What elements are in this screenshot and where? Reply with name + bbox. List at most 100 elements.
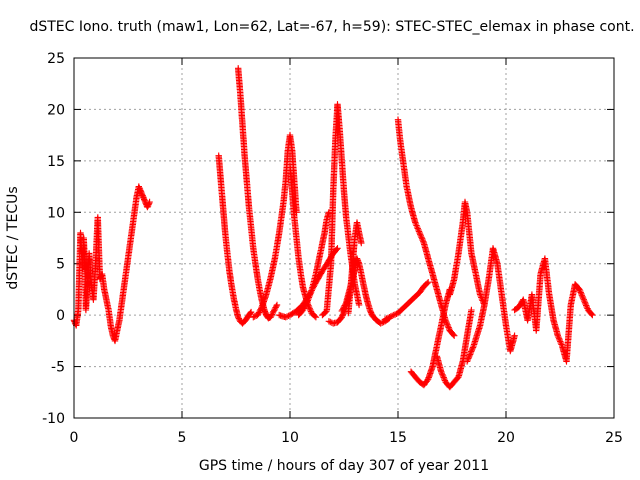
- data-point: [271, 305, 279, 313]
- data-point: [339, 306, 346, 313]
- plot-frame: [73, 57, 615, 419]
- data-point: [554, 332, 561, 339]
- data-point: [557, 339, 565, 347]
- data-point: [450, 331, 457, 338]
- x-tick-label: 25: [605, 430, 623, 446]
- series-10: [338, 255, 393, 327]
- data-point: [557, 338, 564, 345]
- data-point: [442, 318, 450, 325]
- data-point: [441, 375, 448, 383]
- data-point: [439, 372, 447, 380]
- data-point: [476, 291, 484, 298]
- data-point: [419, 237, 426, 244]
- data-point: [391, 311, 399, 318]
- x-tick-label: 20: [497, 430, 515, 446]
- data-point: [463, 358, 471, 365]
- data-point: [468, 347, 475, 354]
- data-point: [267, 314, 274, 321]
- data-point: [444, 323, 452, 330]
- data-point: [588, 310, 595, 318]
- data-point: [381, 316, 389, 323]
- data-point: [440, 374, 447, 381]
- data-point: [417, 232, 424, 239]
- series-1: [70, 183, 153, 345]
- series-18: [511, 255, 596, 365]
- data-point: [576, 287, 584, 295]
- data-point: [386, 314, 393, 321]
- data-point: [250, 314, 257, 321]
- data-point: [255, 309, 263, 316]
- y-tick-label: -5: [51, 360, 65, 376]
- data-point: [342, 301, 349, 308]
- data-point: [306, 292, 313, 300]
- data-point: [414, 225, 421, 232]
- data-point: [307, 290, 314, 297]
- data-point: [468, 348, 475, 355]
- data-point: [469, 345, 476, 352]
- data-point: [581, 299, 589, 306]
- y-tick-label: 10: [47, 205, 65, 221]
- data-point: [235, 314, 242, 321]
- data-point: [377, 320, 384, 327]
- data-point: [268, 312, 275, 319]
- data-point: [577, 289, 584, 296]
- data-point: [469, 344, 477, 351]
- data-point: [379, 319, 386, 326]
- data-point: [413, 223, 421, 231]
- data-point: [424, 280, 431, 287]
- data-point: [581, 298, 588, 305]
- data-point: [412, 219, 419, 226]
- series-3: [235, 65, 281, 322]
- data-point: [425, 279, 432, 286]
- y-tick-label: 25: [47, 51, 65, 67]
- y-axis-label: dSTEC / TECUs: [5, 186, 21, 289]
- series-8: [319, 101, 363, 319]
- data-point: [327, 318, 334, 326]
- y-tick-label: 15: [47, 154, 65, 170]
- data-point: [464, 356, 471, 364]
- data-point: [383, 315, 390, 322]
- data-point: [247, 308, 255, 316]
- data-point: [338, 307, 345, 315]
- data-point: [465, 355, 472, 362]
- data-point: [270, 308, 277, 315]
- data-point: [358, 239, 365, 247]
- data-point: [285, 312, 292, 319]
- series-2: [215, 152, 255, 327]
- data-point: [304, 297, 311, 304]
- data-point: [417, 231, 424, 238]
- data-point: [418, 234, 425, 241]
- series-15: [433, 306, 475, 391]
- x-tick-label: 10: [281, 430, 299, 446]
- data-point: [418, 235, 426, 242]
- data-point: [556, 336, 563, 344]
- data-point: [445, 324, 452, 331]
- data-point: [416, 229, 423, 237]
- data-point: [420, 238, 427, 245]
- data-point: [583, 302, 590, 309]
- data-point: [271, 307, 278, 314]
- y-tick-label: 0: [56, 308, 65, 324]
- data-point: [282, 314, 289, 321]
- data-point: [438, 368, 445, 375]
- data-point: [301, 302, 309, 310]
- data-point: [300, 305, 307, 312]
- series-16: [446, 198, 488, 309]
- data-point: [466, 352, 473, 359]
- data-point: [301, 304, 308, 311]
- data-point: [415, 226, 422, 234]
- data-layer: [70, 65, 596, 391]
- data-point: [302, 301, 309, 308]
- series-4: [250, 131, 300, 321]
- grid-layer: [74, 58, 614, 418]
- data-point: [306, 305, 313, 312]
- data-point: [558, 341, 565, 348]
- series-11: [345, 219, 365, 317]
- data-point: [438, 370, 445, 377]
- data-point: [451, 332, 458, 339]
- data-point: [334, 245, 341, 252]
- series-7: [295, 209, 333, 319]
- data-point: [465, 354, 473, 361]
- x-tick-label: 15: [389, 430, 407, 446]
- data-point: [412, 220, 420, 228]
